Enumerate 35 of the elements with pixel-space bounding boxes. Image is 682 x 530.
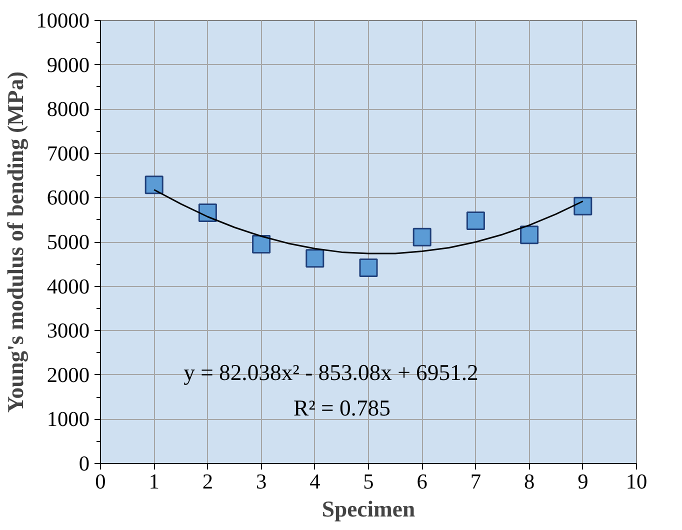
point <box>520 226 539 244</box>
point <box>359 258 378 277</box>
x-tick-label: 8 <box>524 470 535 494</box>
point <box>144 176 164 194</box>
x-tick-label: 9 <box>578 470 588 494</box>
x-tick-label: 2 <box>202 470 214 494</box>
y-tick-label: 1000 <box>46 407 90 432</box>
point <box>466 211 485 230</box>
x-tick-label: 7 <box>470 470 482 494</box>
y-tick-label: 9000 <box>46 52 90 77</box>
x-tick-label: 5 <box>363 470 374 494</box>
point <box>412 228 432 246</box>
point <box>252 234 271 254</box>
y-tick-label: 5000 <box>46 230 90 254</box>
y-tick-label: 10000 <box>36 8 90 32</box>
x-tick-label: 6 <box>416 470 428 494</box>
y-tick-label: 4000 <box>46 274 90 298</box>
y-tick-label: 8000 <box>46 97 90 122</box>
annotation: R² = 0.785 <box>293 396 390 421</box>
x-tick-label: 4 <box>310 470 321 494</box>
annotation: y = 82.038x² - 853.08x + 6951.2 <box>184 360 478 386</box>
y-axis-title: Young's modulus of bending (MPa) <box>3 71 28 413</box>
y-tick-label: 0 <box>78 452 90 476</box>
x-tick-label: 10 <box>626 470 648 494</box>
point <box>306 249 324 268</box>
y-tick-label: 6000 <box>46 186 90 210</box>
y-tick-label: 7000 <box>46 141 90 166</box>
y-tick-label: 2000 <box>46 362 90 387</box>
y-tick-label: 3000 <box>46 318 90 343</box>
x-tick-label: 1 <box>148 470 160 494</box>
x-tick-label: 0 <box>95 470 106 494</box>
point <box>198 204 217 222</box>
x-tick-label: 3 <box>256 470 267 494</box>
point <box>574 196 592 216</box>
x-axis-title: Specimen <box>322 496 416 522</box>
